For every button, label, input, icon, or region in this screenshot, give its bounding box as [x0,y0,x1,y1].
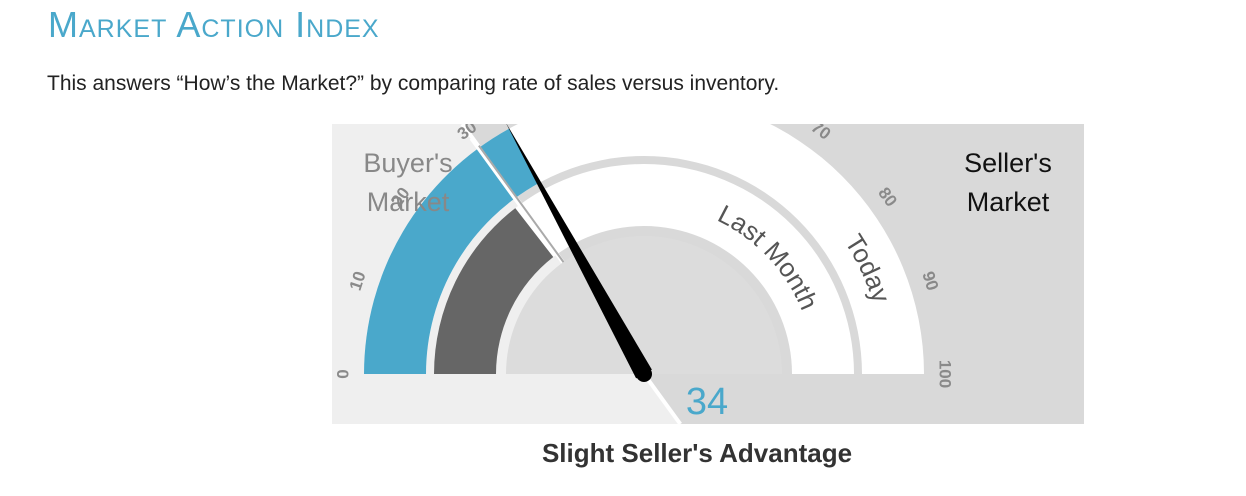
today-value-arc [364,128,539,374]
threshold-marker-inner [478,145,565,263]
gauge-value-label: 34 [686,381,728,423]
gauge-needle-hub [636,366,652,382]
buyers-market-label-line2: Market [367,187,450,217]
gauge-svg: 0102030405060708090100 Today Last Month … [332,63,1084,426]
gauge-inner-core [506,236,782,374]
market-action-gauge: 0102030405060708090100 Today Last Month … [332,63,1084,426]
market-verdict: Slight Seller's Advantage [541,438,853,468]
page-title: Market Action Index [48,4,380,45]
page-subtitle: This answers “How’s the Market?” by comp… [47,72,780,95]
tick-label: 0 [333,369,352,378]
tick-label: 100 [936,360,955,388]
buyers-market-label-line1: Buyer's [363,148,452,178]
gauge-needle [505,121,652,379]
tick-label: 90 [918,269,942,293]
last-month-track [434,164,854,374]
sellers-market-label-line2: Market [967,187,1050,217]
threshold-marker [469,137,557,257]
tick-label: 10 [346,269,370,293]
last-month-value-arc [434,208,554,374]
sellers-market-label-line1: Seller's [964,148,1052,178]
